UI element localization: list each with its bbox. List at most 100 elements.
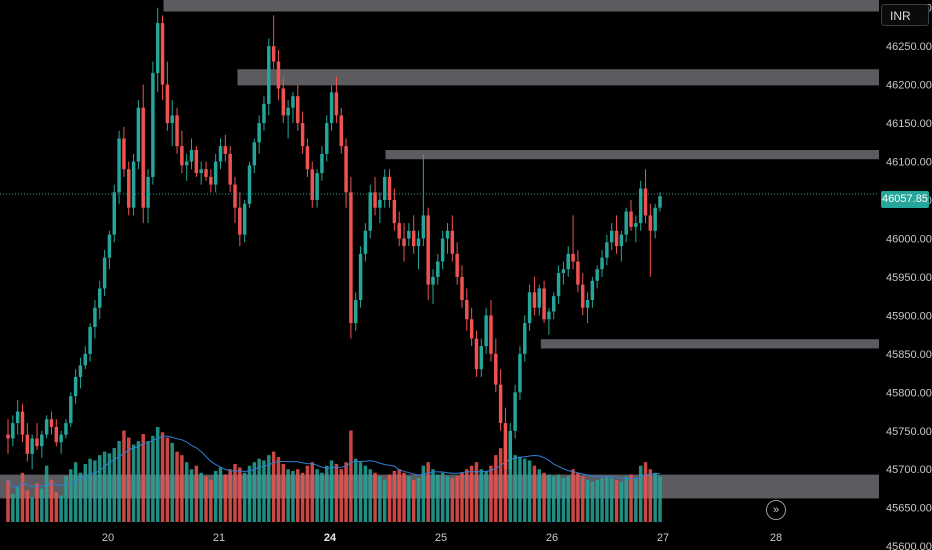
volume-layer: [6, 427, 662, 522]
currency-selector[interactable]: INR: [881, 4, 929, 26]
volume-bar: [416, 478, 421, 522]
volume-bar: [407, 476, 411, 522]
candle-body: [658, 196, 662, 208]
y-tick-label: 45650.00: [886, 503, 932, 515]
volume-bar: [498, 448, 503, 522]
volume-ma-line: [7, 435, 661, 488]
candle-body: [465, 300, 469, 320]
candle-body: [180, 146, 184, 166]
candle-body: [218, 146, 223, 162]
y-tick-label: 45600.00: [886, 541, 932, 550]
candle-body: [382, 176, 387, 200]
candle-body: [286, 107, 290, 116]
volume-bar: [373, 472, 377, 522]
candle-body: [30, 438, 34, 454]
volume-bar: [44, 465, 49, 522]
volume-bar: [658, 476, 662, 522]
candle-body: [305, 146, 310, 170]
candle-body: [552, 296, 556, 312]
candle-body: [508, 430, 513, 470]
candle-body: [421, 215, 426, 239]
candle-body: [252, 142, 257, 166]
candle-body: [407, 230, 411, 239]
candle-body: [561, 269, 566, 274]
candle-body: [98, 288, 102, 308]
y-tick-label: 46200.00: [886, 80, 932, 92]
candle-body: [160, 23, 165, 85]
candle-body: [35, 438, 39, 447]
y-tick-label: 46000.00: [886, 233, 932, 245]
volume-bar: [329, 460, 334, 522]
volume-bar: [122, 430, 126, 522]
volume-bar: [339, 469, 343, 522]
volume-bar: [160, 432, 165, 522]
y-tick-label: 45850.00: [886, 349, 932, 361]
volume-bar: [141, 434, 145, 522]
volume-bar: [49, 479, 54, 522]
volume-bar: [310, 462, 315, 522]
volume-bar: [291, 470, 295, 522]
volume-bar: [513, 455, 517, 522]
last-price-label: 46057.85: [881, 191, 929, 208]
volume-bar: [358, 462, 363, 522]
candle-body: [69, 396, 73, 424]
candle-body: [49, 419, 54, 427]
volume-bar: [648, 469, 653, 522]
volume-bar: [619, 481, 624, 522]
candle-body: [315, 173, 319, 200]
candle-body: [624, 211, 628, 235]
scroll-to-realtime-button[interactable]: »: [766, 500, 786, 520]
candle-body: [494, 353, 498, 385]
volume-bar: [566, 476, 570, 522]
volume-bar: [484, 470, 488, 522]
candle-body: [518, 353, 522, 393]
volume-bar: [189, 469, 194, 522]
volume-bar: [69, 469, 73, 522]
candle-body: [349, 192, 353, 324]
candle-body: [155, 23, 160, 74]
candle-body: [102, 257, 107, 289]
volume-bar: [20, 472, 25, 522]
volume-bar: [228, 469, 232, 522]
candle-body: [204, 169, 208, 177]
candle-body: [247, 165, 252, 204]
candle-body: [78, 365, 83, 377]
volume-bar: [576, 472, 580, 522]
candle-body: [353, 300, 358, 324]
volume-bar: [392, 470, 397, 522]
volume-bar: [349, 430, 353, 522]
volume-bar: [436, 474, 440, 522]
volume-bar: [638, 465, 643, 522]
candle-body: [146, 176, 150, 208]
candle-body: [634, 223, 638, 227]
candle-body: [566, 253, 570, 270]
candle-body: [262, 103, 266, 124]
volume-bar: [479, 469, 484, 522]
volume-bar: [547, 474, 551, 522]
volume-bar: [556, 474, 561, 522]
candle-body: [238, 207, 242, 235]
candle-body: [6, 434, 10, 439]
volume-bar: [155, 427, 160, 522]
candle-body: [300, 123, 305, 147]
volume-bar: [151, 435, 155, 522]
volume-bar: [552, 476, 556, 522]
candle-body: [20, 411, 25, 435]
candle-body: [542, 288, 546, 320]
candle-body: [15, 411, 20, 424]
candle-body: [73, 376, 78, 397]
volume-bar: [609, 478, 614, 522]
volume-bar: [194, 465, 199, 522]
candle-body: [590, 280, 595, 300]
candle-body: [595, 269, 599, 281]
volume-bar: [382, 479, 387, 522]
candles-layer: [6, 7, 662, 485]
candle-body: [397, 223, 401, 239]
volume-bar: [286, 469, 290, 522]
candle-body: [199, 169, 203, 174]
volume-bar: [35, 483, 39, 522]
volume-bar: [605, 476, 609, 522]
volume-bar: [127, 437, 131, 522]
